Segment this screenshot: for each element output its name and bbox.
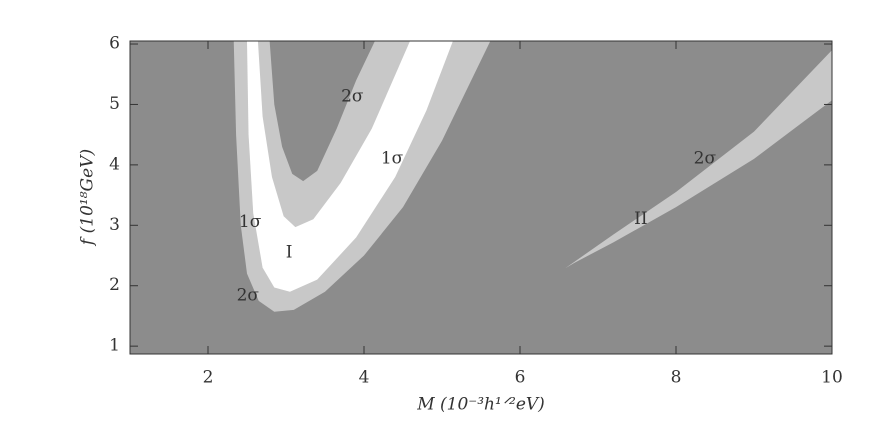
- region-label: 2σ: [694, 148, 717, 168]
- y-tick-label: 2: [109, 275, 120, 295]
- region-label: 2σ: [237, 285, 260, 305]
- region-label: I: [286, 243, 293, 263]
- x-tick-label: 6: [515, 368, 526, 388]
- x-axis-label: M (10⁻³h¹ᐟ²eV): [416, 395, 545, 415]
- x-tick-label: 10: [821, 368, 843, 388]
- confidence-region: [269, 41, 375, 182]
- plot-frame: [129, 40, 833, 355]
- y-tick-label: 3: [109, 215, 120, 235]
- x-tick-label: 4: [359, 368, 370, 388]
- y-tick-label: 1: [109, 336, 120, 356]
- x-tick-label: 8: [671, 368, 682, 388]
- y-tick-label: 4: [109, 154, 120, 174]
- region-label: 1σ: [381, 148, 404, 168]
- x-tick-label: 2: [203, 368, 214, 388]
- region-label: 1σ: [239, 212, 262, 232]
- y-tick-label: 5: [109, 94, 120, 114]
- y-axis-label: f (10¹⁸GeV): [78, 149, 98, 247]
- region-label: II: [634, 209, 647, 229]
- region-label: 2σ: [341, 87, 364, 107]
- y-tick-label: 6: [109, 34, 120, 54]
